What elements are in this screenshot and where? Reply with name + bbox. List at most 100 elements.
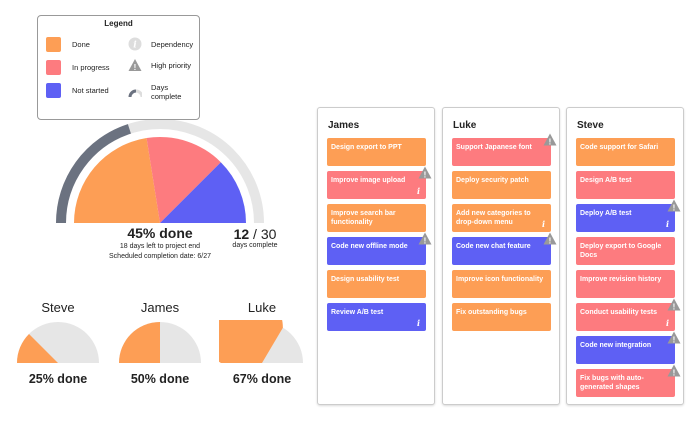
person-percent-steve: 25% done: [28, 372, 88, 386]
days-arc-icon: [128, 85, 142, 99]
legend-label: Done: [72, 40, 90, 49]
days-count: 12 / 30: [220, 226, 290, 242]
svg-text:!: !: [673, 303, 676, 312]
high-priority-warning-icon: !: [543, 232, 557, 245]
task-card[interactable]: Fix outstanding bugs: [452, 303, 551, 331]
dependency-info-icon[interactable]: i: [665, 219, 669, 229]
person-percent-luke: 67% done: [232, 372, 292, 386]
high-priority-warning-icon: !: [667, 199, 681, 212]
board-column-james: James Design export to PPT Improve image …: [317, 107, 435, 405]
high-priority-warning-icon: !: [667, 364, 681, 377]
task-card-label: Design export to PPT: [331, 144, 402, 151]
not-started-swatch: [46, 83, 61, 98]
legend-label: Days complete: [151, 83, 182, 101]
days-complete-arc: [56, 124, 132, 224]
task-card[interactable]: Design usability test: [327, 270, 426, 298]
legend-label: High priority: [151, 60, 192, 70]
legend-label: Dependency: [151, 39, 194, 49]
task-card-label: Conduct usability tests: [580, 309, 658, 316]
task-card-label: Improve revision history: [580, 276, 662, 283]
done-slice: [17, 334, 58, 363]
info-icon: i: [128, 37, 142, 51]
legend-item-done: Done: [46, 37, 90, 52]
column-title: Steve: [577, 120, 604, 131]
person-name-steve: Steve: [41, 300, 75, 315]
task-card[interactable]: Design A/B test: [576, 171, 675, 199]
legend-label: Not started: [72, 86, 109, 95]
task-card[interactable]: Deploy security patch: [452, 171, 551, 199]
warning-icon: !: [128, 58, 142, 72]
task-card[interactable]: Support Japanese font!: [452, 133, 557, 166]
high-priority-warning-icon: !: [543, 133, 557, 146]
task-card[interactable]: Improve image upload i!: [327, 166, 432, 199]
board-column-luke: Luke Support Japanese font! Deploy securi…: [442, 107, 560, 405]
task-card[interactable]: Code new chat feature!: [452, 232, 557, 265]
dependency-info-icon[interactable]: i: [416, 186, 420, 196]
overall-percent: 45% done: [127, 225, 193, 241]
task-card-label: Add new categories to drop-down menu: [456, 210, 531, 226]
days-separator: /: [249, 226, 261, 242]
task-card[interactable]: Review A/B test i: [327, 303, 426, 331]
task-card-label: Design usability test: [331, 276, 400, 283]
task-card-label: Fix outstanding bugs: [456, 309, 527, 316]
legend-item-in-progress: In progress: [46, 60, 110, 75]
task-card[interactable]: Conduct usability tests i!: [576, 298, 681, 331]
done-slice: [219, 320, 283, 363]
dependency-info-icon[interactable]: i: [541, 219, 545, 229]
done-slice: [119, 322, 160, 363]
task-card-label: Support Japanese font: [456, 144, 532, 151]
svg-text:!: !: [549, 237, 552, 246]
dependency-info-icon[interactable]: i: [416, 318, 420, 328]
legend-label: In progress: [72, 63, 110, 72]
column-title: Luke: [453, 120, 477, 131]
done-swatch: [46, 37, 61, 52]
high-priority-warning-icon: !: [418, 232, 432, 245]
high-priority-warning-icon: !: [667, 298, 681, 311]
svg-text:!: !: [424, 237, 427, 246]
task-card-label: Deploy export to Google Docs: [580, 243, 662, 259]
task-card-label: Code new offline mode: [331, 243, 408, 250]
high-priority-warning-icon: !: [667, 331, 681, 344]
task-card[interactable]: Improve revision history: [576, 270, 675, 298]
task-card[interactable]: Deploy A/B test i!: [576, 199, 681, 232]
high-priority-warning-icon: !: [418, 166, 432, 179]
task-card-label: Improve icon functionality: [456, 276, 544, 283]
svg-text:!: !: [549, 138, 552, 147]
task-card[interactable]: Add new categories to drop-down menu i: [452, 204, 551, 232]
legend-item-not-started: Not started: [46, 83, 109, 98]
overall-progress-gauge: [56, 120, 264, 224]
task-card[interactable]: Code support for Safari: [576, 138, 675, 166]
person-gauge-james: [119, 322, 201, 363]
overall-schedule: 18 days left to project end Scheduled co…: [70, 242, 250, 262]
task-card[interactable]: Code new integration!: [576, 331, 681, 364]
task-card-label: Deploy security patch: [456, 177, 529, 184]
legend: Legend Done In progress Not started i De…: [37, 15, 200, 120]
person-name-james: James: [140, 300, 180, 315]
in-progress-slice: [146, 137, 221, 223]
task-card[interactable]: Improve icon functionality: [452, 270, 551, 298]
dependency-info-icon[interactable]: i: [665, 318, 669, 328]
days-left-text: 18 days left to project end: [119, 243, 201, 250]
task-card[interactable]: Fix bugs with auto-generated shapes!: [576, 364, 681, 397]
legend-item-dependency: i Dependency: [128, 37, 193, 51]
days-complete-label: days complete: [232, 242, 278, 249]
svg-text:i: i: [133, 41, 137, 51]
legend-title: Legend: [104, 19, 133, 28]
column-title: James: [328, 120, 360, 131]
not-started-slice: [160, 162, 246, 223]
legend-item-days-complete: Days complete: [128, 83, 199, 101]
days-total: 30: [260, 226, 277, 242]
task-card[interactable]: Improve search bar functionality: [327, 204, 426, 232]
task-card[interactable]: Deploy export to Google Docs: [576, 237, 675, 265]
task-card-label: Improve search bar functionality: [331, 210, 396, 226]
task-card-label: Code support for Safari: [580, 144, 659, 151]
task-card-label: Fix bugs with auto-generated shapes: [580, 375, 644, 391]
legend-item-high-priority: ! High priority: [128, 58, 191, 72]
task-card[interactable]: Design export to PPT: [327, 138, 426, 166]
task-card[interactable]: Code new offline mode!: [327, 232, 432, 265]
svg-text:!: !: [134, 63, 137, 72]
done-slice: [74, 138, 160, 223]
person-percent-james: 50% done: [130, 372, 190, 386]
person-gauge-luke: [219, 320, 303, 363]
board-column-steve: Steve Code support for Safari Design A/B …: [566, 107, 684, 405]
